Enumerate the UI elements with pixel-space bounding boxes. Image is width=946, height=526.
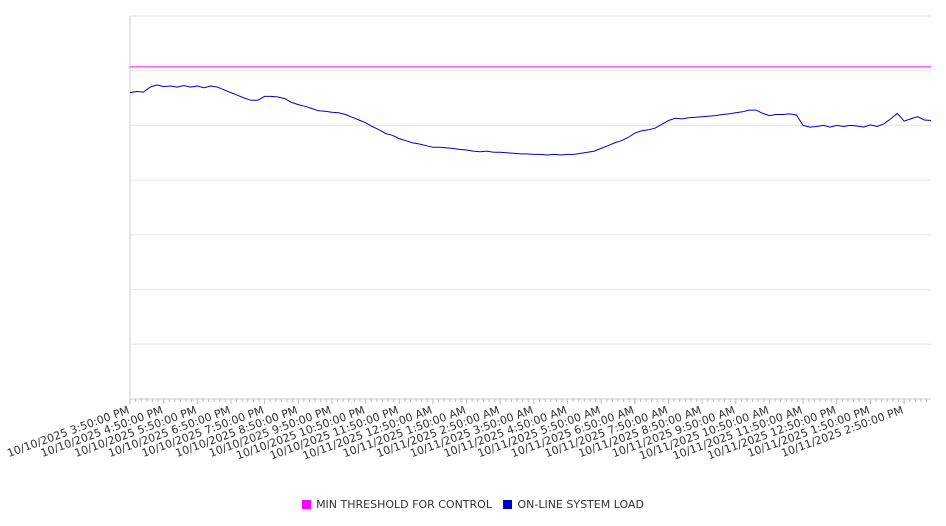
legend-label-threshold: MIN THRESHOLD FOR CONTROL	[316, 498, 492, 511]
legend-item-system-load[interactable]: ON-LINE SYSTEM LOAD	[503, 498, 644, 511]
legend-label-system-load: ON-LINE SYSTEM LOAD	[517, 498, 644, 511]
chart-axes	[129, 16, 931, 404]
series-lines	[129, 66, 932, 156]
legend-swatch-system-load	[503, 500, 513, 509]
legend-item-threshold[interactable]: MIN THRESHOLD FOR CONTROL	[302, 498, 492, 511]
legend-swatch-threshold	[302, 500, 312, 509]
chart-legend: MIN THRESHOLD FOR CONTROL ON-LINE SYSTEM…	[0, 498, 946, 511]
grid-lines	[130, 15, 931, 345]
series-line-system-load[interactable]	[129, 84, 932, 156]
